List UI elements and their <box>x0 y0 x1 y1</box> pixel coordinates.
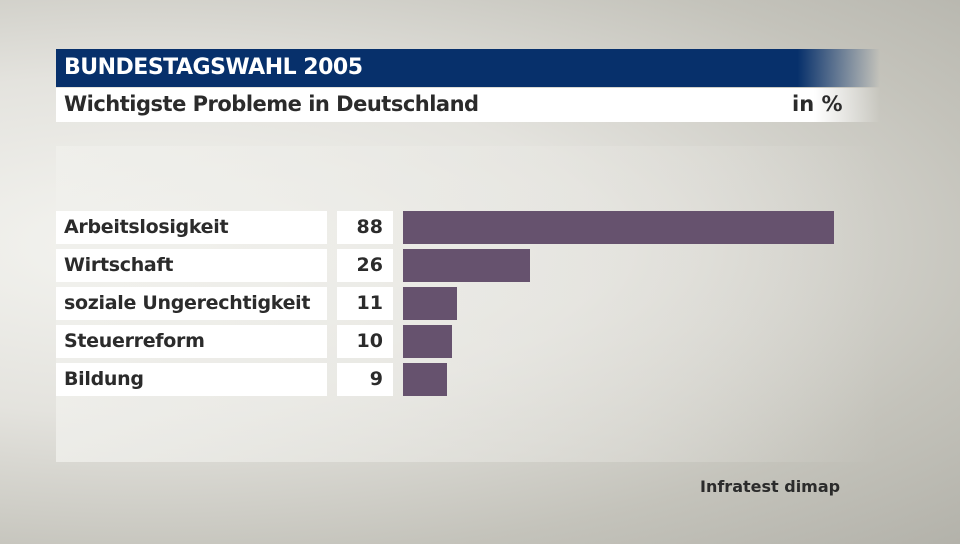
category-label: Arbeitslosigkeit <box>64 216 229 238</box>
title-bar: BUNDESTAGSWAHL 2005 <box>56 49 880 87</box>
category-label-box: soziale Ungerechtigkeit <box>56 287 327 320</box>
source-label: Infratest dimap <box>700 477 841 496</box>
bar <box>403 249 531 282</box>
subtitle-bar: Wichtigste Probleme in Deutschland in % <box>56 88 880 122</box>
bar <box>403 363 448 396</box>
chart-title: BUNDESTAGSWAHL 2005 <box>64 55 363 80</box>
value-label: 26 <box>356 254 383 276</box>
unit-label: in % <box>792 92 843 116</box>
category-label: Steuerreform <box>64 330 205 352</box>
value-label-box: 10 <box>337 325 393 358</box>
bar <box>403 325 452 358</box>
value-label: 11 <box>356 292 383 314</box>
category-label: Wirtschaft <box>64 254 174 276</box>
value-label-box: 9 <box>337 363 393 396</box>
category-label-box: Wirtschaft <box>56 249 327 282</box>
category-label: Bildung <box>64 368 144 390</box>
category-label-box: Bildung <box>56 363 327 396</box>
bar <box>403 287 457 320</box>
category-label-box: Steuerreform <box>56 325 327 358</box>
value-label-box: 26 <box>337 249 393 282</box>
value-label: 9 <box>369 368 383 390</box>
value-label: 10 <box>356 330 383 352</box>
category-label: soziale Ungerechtigkeit <box>64 292 311 314</box>
bar <box>403 211 834 244</box>
value-label-box: 11 <box>337 287 393 320</box>
value-label-box: 88 <box>337 211 393 244</box>
category-label-box: Arbeitslosigkeit <box>56 211 327 244</box>
chart-subtitle: Wichtigste Probleme in Deutschland <box>64 92 479 116</box>
value-label: 88 <box>356 216 383 238</box>
